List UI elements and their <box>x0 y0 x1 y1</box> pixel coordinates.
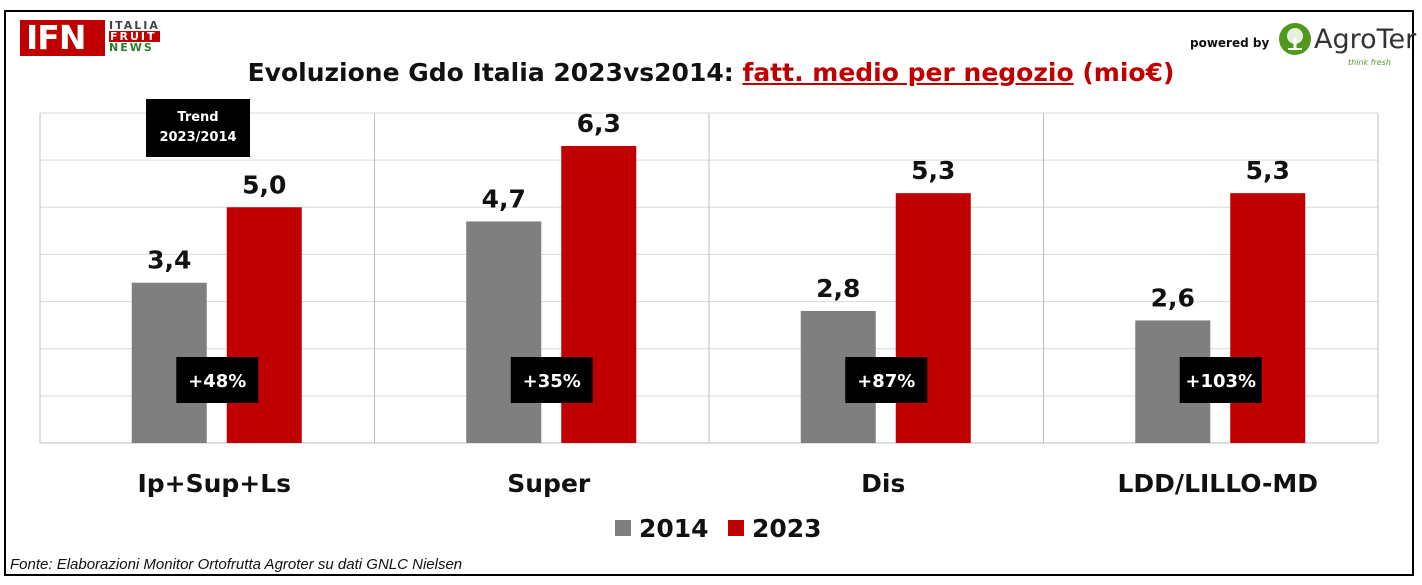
trend-label: +103% <box>1185 371 1256 392</box>
tree-icon <box>1279 23 1311 55</box>
data-label: 3,4 <box>147 246 191 275</box>
bar-2014 <box>466 221 542 443</box>
ifn-logo-wordmark: ITALIA FRUIT NEWS <box>109 20 160 53</box>
chart-title: Evoluzione Gdo Italia 2023vs2014: fatt. … <box>0 58 1422 87</box>
ifn-logo-line2: FRUIT <box>109 31 160 42</box>
data-label: 2,8 <box>816 274 860 303</box>
trend-box-line2: 2023/2014 <box>159 130 237 145</box>
ifn-logo: IFN ITALIA FRUIT NEWS <box>20 20 160 62</box>
title-unit: (mio€) <box>1073 58 1175 87</box>
category-label: Dis <box>861 469 905 498</box>
category-label: Ip+Sup+Ls <box>137 469 291 498</box>
ifn-logo-line1: ITALIA <box>109 19 160 32</box>
trend-label: +48% <box>188 371 246 392</box>
legend-swatch-2014 <box>615 520 631 536</box>
trend-badge <box>845 357 928 403</box>
data-label: 6,3 <box>577 109 621 138</box>
data-label: 5,3 <box>1246 156 1290 185</box>
bar-2023 <box>1230 193 1306 443</box>
ifn-logo-line3: NEWS <box>109 41 154 54</box>
legend-label: 2023 <box>752 514 822 543</box>
trend-badge <box>510 357 593 403</box>
ifn-logo-text: IFN <box>26 18 86 57</box>
data-label: 5,3 <box>911 156 955 185</box>
data-label: 5,0 <box>242 170 286 199</box>
category-label: Super <box>507 469 591 498</box>
powered-by-label: powered by <box>1190 36 1270 50</box>
agroter-logo: AgroTer think fresh <box>1278 22 1417 67</box>
data-label: 4,7 <box>482 184 526 213</box>
trend-label: +35% <box>523 371 581 392</box>
category-label: LDD/LILLO-MD <box>1118 469 1319 498</box>
data-label: 2,6 <box>1151 283 1195 312</box>
ifn-logo-box: IFN <box>20 20 105 56</box>
bar-2023 <box>895 193 971 443</box>
trend-badge <box>1179 357 1262 403</box>
title-prefix: Evoluzione Gdo Italia 2023vs2014: <box>247 58 743 87</box>
source-footer: Fonte: Elaborazioni Monitor Ortofrutta A… <box>10 556 463 573</box>
title-highlight: fatt. medio per negozio <box>742 58 1074 87</box>
trend-box: Trend 2023/2014 <box>146 99 250 157</box>
trend-label: +87% <box>857 371 915 392</box>
sponsor-name: AgroTer <box>1314 23 1417 55</box>
legend-swatch-2023 <box>728 520 744 536</box>
sponsor-tagline: think fresh <box>1348 58 1391 67</box>
trend-badge <box>176 357 259 403</box>
legend-label: 2014 <box>639 514 709 543</box>
bar-2023 <box>226 207 302 443</box>
trend-box-line1: Trend <box>177 110 219 125</box>
